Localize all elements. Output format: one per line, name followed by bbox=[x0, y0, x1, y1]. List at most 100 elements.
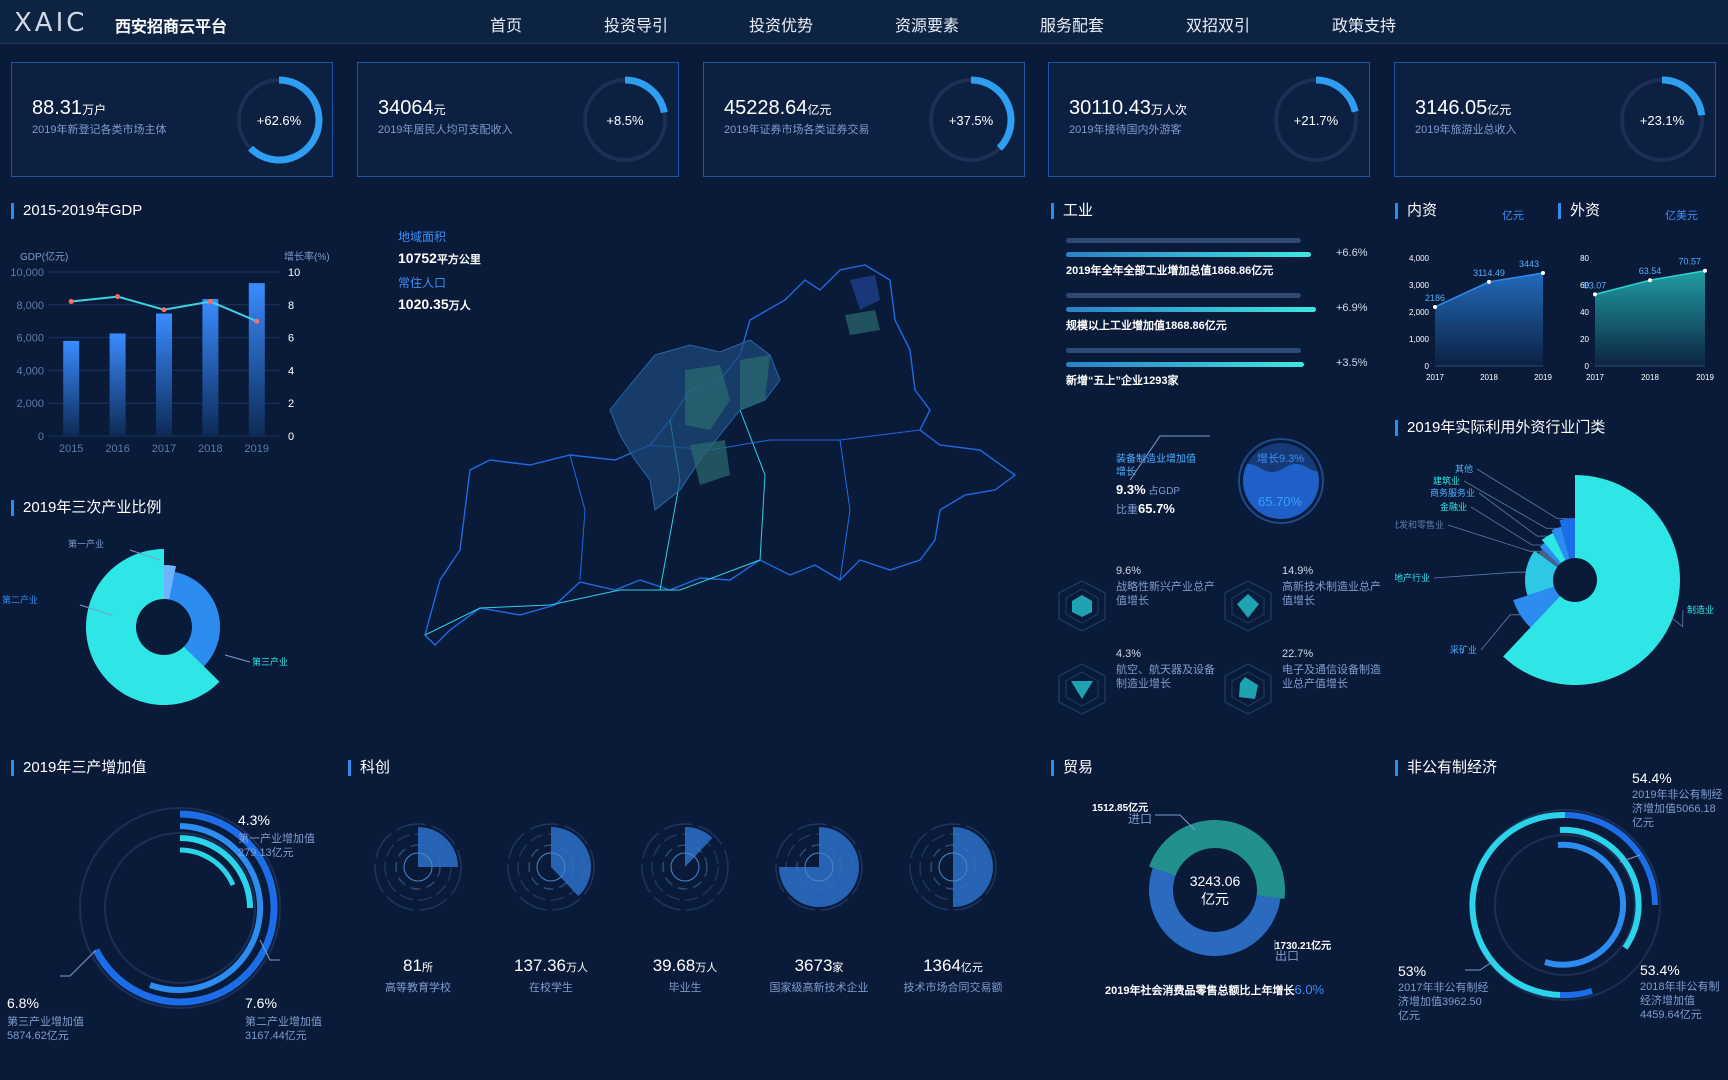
nav-investment-advantage[interactable]: 投资优势 bbox=[749, 18, 814, 35]
liquid-value: 65.70% bbox=[1258, 494, 1303, 509]
import-label: 进口 bbox=[1128, 812, 1153, 826]
kpi-value: 88.31 bbox=[32, 97, 83, 119]
tertiary-value: 5874.62亿元 bbox=[7, 1030, 69, 1042]
industry-hex-icon bbox=[1224, 663, 1272, 715]
nonpublic-2017-text: 2017年非公有制经济增加值3962.50亿元 bbox=[1398, 982, 1489, 1022]
area-value-label: 53.07 bbox=[1584, 280, 1607, 290]
nav-services[interactable]: 服务配套 bbox=[1040, 18, 1105, 35]
tertiary-name: 第三产业增加值 bbox=[7, 1016, 84, 1028]
liquid-top-label: 增长9.3% bbox=[1257, 453, 1305, 465]
area-fill bbox=[1595, 270, 1705, 366]
north-district-2[interactable] bbox=[845, 310, 880, 335]
industry-item-label: 高新技术制造业总产值增长 bbox=[1282, 581, 1381, 607]
tech-gauge bbox=[775, 823, 863, 911]
tertiary-slice bbox=[169, 572, 221, 667]
kpi-card-2[interactable]: 45228.64亿元 2019年证券市场各类证券交易 +37.5% bbox=[703, 62, 1025, 177]
north-district[interactable] bbox=[850, 275, 880, 310]
gdp-right-unit: 增长率(%) bbox=[284, 252, 330, 263]
area-value-label: 3114.49 bbox=[1473, 268, 1505, 278]
industry-item-pct: 14.9% bbox=[1282, 565, 1314, 577]
area-point bbox=[1487, 279, 1491, 284]
pop-value-wrap: 1020.35万人 bbox=[398, 296, 471, 313]
area-ytick: 3,000 bbox=[1409, 281, 1430, 290]
inner-capital-title: 内资 bbox=[1395, 203, 1437, 219]
trade-total: 3243.06 bbox=[1189, 873, 1241, 889]
industry-bar-fill bbox=[1066, 362, 1304, 367]
map-border-6 bbox=[424, 559, 761, 636]
gdp-bar bbox=[156, 313, 172, 436]
area-label: 地域面积 bbox=[398, 230, 447, 244]
industry-item-pct: 9.6% bbox=[1116, 565, 1142, 577]
gdp-y2tick: 10 bbox=[288, 267, 300, 279]
fdi-slice bbox=[1540, 543, 1561, 565]
gdp-ytick: 6,000 bbox=[16, 333, 44, 345]
kpi-label: 2019年证券市场各类证券交易 bbox=[724, 124, 870, 136]
liquid-gauge bbox=[1238, 438, 1324, 524]
fdi-label: 建筑业 bbox=[1433, 475, 1460, 486]
tech-value: 39.68 bbox=[652, 956, 696, 975]
area-ytick: 2,000 bbox=[1409, 308, 1430, 317]
nav-investment-guide[interactable]: 投资导引 bbox=[604, 18, 669, 35]
nav-resources[interactable]: 资源要素 bbox=[895, 18, 960, 35]
south-district[interactable] bbox=[690, 440, 730, 485]
tech-gauge bbox=[374, 823, 462, 911]
fdi-slice bbox=[1503, 475, 1680, 685]
industry-hex-icon bbox=[1224, 580, 1272, 632]
gdp-left-unit: GDP(亿元) bbox=[20, 252, 69, 263]
industry-bar-track bbox=[1066, 238, 1301, 243]
fdi-slice bbox=[1538, 549, 1559, 568]
gdp-chart: 0 0 2,000 2 4,000 4 6,000 6 8,000 8 10,000 10 2015 20… bbox=[10, 267, 300, 455]
nav-home[interactable]: 首页 bbox=[490, 18, 523, 35]
equip-share: 65.7% bbox=[1138, 501, 1175, 516]
fdi-slice bbox=[1513, 586, 1560, 628]
nav-policy[interactable]: 政策支持 bbox=[1332, 18, 1397, 35]
kpi-card-1[interactable]: 34064元 2019年居民人均可支配收入 +8.5% bbox=[357, 62, 679, 177]
industry-bar-fill bbox=[1066, 307, 1316, 312]
tech-unit: 亿元 bbox=[960, 962, 983, 974]
district-map[interactable] bbox=[420, 260, 1020, 670]
area-point bbox=[1648, 278, 1652, 283]
outer-capital-title: 外资 bbox=[1558, 203, 1600, 219]
gdp-xtick: 2015 bbox=[59, 443, 83, 455]
fdi-slice bbox=[1559, 518, 1575, 559]
fdi-slice bbox=[1551, 526, 1570, 561]
kpi-label: 2019年接待国内外游客 bbox=[1069, 124, 1182, 136]
nonpublic-2017-pct: 53% bbox=[1398, 963, 1427, 979]
area-xtick: 2017 bbox=[1586, 373, 1604, 382]
kpi-value: 45228.64 bbox=[724, 97, 808, 119]
pop-label: 常住人口 bbox=[398, 276, 447, 290]
brand-title: 西安招商云平台 bbox=[115, 19, 228, 36]
kpi-percent: +21.7% bbox=[1293, 113, 1339, 128]
gdp-growth-point bbox=[207, 299, 213, 305]
industry-bar-track bbox=[1066, 293, 1301, 298]
tech-value: 81 bbox=[403, 956, 422, 975]
gdp-growth-point bbox=[161, 307, 167, 313]
kpi-label: 2019年居民人均可支配收入 bbox=[378, 124, 513, 136]
tech-label: 技术市场合同交易额 bbox=[903, 982, 1003, 994]
central-district[interactable] bbox=[685, 365, 730, 430]
industry-item-pct: 4.3% bbox=[1116, 648, 1142, 660]
trade-note-row: 2019年社会消费品零售总额比上年增长6.0% bbox=[1105, 982, 1324, 998]
area-ytick: 0 bbox=[1585, 362, 1590, 371]
east-district[interactable] bbox=[740, 355, 770, 410]
kpi-card-3[interactable]: 30110.43万人次 2019年接待国内外游客 +21.7% bbox=[1048, 62, 1370, 177]
tech-value-row: 3673家 bbox=[734, 956, 904, 976]
industry-bar-fill bbox=[1066, 252, 1311, 257]
kpi-card-4[interactable]: 3146.05亿元 2019年旅游业总收入 +23.1% bbox=[1394, 62, 1716, 177]
equip-title: 装备制造业增加值增长 bbox=[1116, 454, 1196, 478]
secondary-value: 3167.44亿元 bbox=[245, 1030, 307, 1042]
kpi-value-row: 3146.05亿元 bbox=[1415, 97, 1511, 120]
tech-value-row: 1364亿元 bbox=[868, 956, 1038, 976]
kpi-card-0[interactable]: 88.31万户 2019年新登记各类市场主体 +62.6% bbox=[11, 62, 333, 177]
inner-capital-unit: 亿元 bbox=[1502, 210, 1524, 222]
area-point bbox=[1593, 292, 1597, 297]
industry-bar-pct: +6.6% bbox=[1336, 247, 1368, 259]
gdp-ytick: 10,000 bbox=[10, 267, 44, 279]
nav-dual-recruit[interactable]: 双招双引 bbox=[1186, 18, 1251, 35]
trade-import-slice bbox=[1149, 819, 1285, 900]
kpi-value-row: 45228.64亿元 bbox=[724, 97, 831, 120]
kpi-ring bbox=[1274, 76, 1359, 162]
tertiary-label: 第三产业 bbox=[252, 656, 288, 667]
